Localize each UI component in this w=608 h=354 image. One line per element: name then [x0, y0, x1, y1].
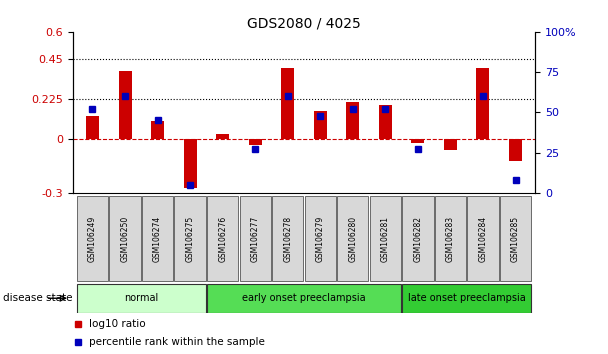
- FancyBboxPatch shape: [370, 196, 401, 281]
- Bar: [444, 139, 457, 150]
- Bar: [314, 110, 326, 139]
- FancyBboxPatch shape: [435, 196, 466, 281]
- Text: GSM106277: GSM106277: [250, 215, 260, 262]
- Text: GSM106282: GSM106282: [413, 216, 423, 262]
- Text: GSM106274: GSM106274: [153, 215, 162, 262]
- Title: GDS2080 / 4025: GDS2080 / 4025: [247, 17, 361, 31]
- Text: GSM106275: GSM106275: [185, 215, 195, 262]
- FancyBboxPatch shape: [468, 196, 499, 281]
- Bar: [184, 139, 196, 188]
- FancyBboxPatch shape: [174, 196, 206, 281]
- FancyBboxPatch shape: [77, 284, 206, 313]
- Text: late onset preeclampsia: late onset preeclampsia: [408, 293, 525, 303]
- Text: GSM106279: GSM106279: [316, 215, 325, 262]
- Bar: [216, 134, 229, 139]
- Bar: [477, 68, 489, 139]
- Text: GSM106283: GSM106283: [446, 216, 455, 262]
- FancyBboxPatch shape: [207, 196, 238, 281]
- Text: GSM106280: GSM106280: [348, 216, 358, 262]
- Text: GSM106278: GSM106278: [283, 216, 292, 262]
- Text: log10 ratio: log10 ratio: [89, 319, 146, 329]
- Text: GSM106285: GSM106285: [511, 216, 520, 262]
- Bar: [412, 139, 424, 143]
- Text: GSM106250: GSM106250: [120, 215, 130, 262]
- FancyBboxPatch shape: [240, 196, 271, 281]
- Text: disease state: disease state: [3, 293, 72, 303]
- FancyBboxPatch shape: [109, 196, 140, 281]
- Text: GSM106249: GSM106249: [88, 215, 97, 262]
- Text: early onset preeclampsia: early onset preeclampsia: [242, 293, 366, 303]
- Bar: [282, 68, 294, 139]
- Bar: [249, 139, 261, 144]
- Bar: [119, 71, 131, 139]
- Bar: [151, 121, 164, 139]
- Text: normal: normal: [124, 293, 159, 303]
- FancyBboxPatch shape: [402, 196, 434, 281]
- Bar: [509, 139, 522, 161]
- FancyBboxPatch shape: [207, 284, 401, 313]
- FancyBboxPatch shape: [77, 196, 108, 281]
- FancyBboxPatch shape: [337, 196, 368, 281]
- FancyBboxPatch shape: [305, 196, 336, 281]
- Text: GSM106284: GSM106284: [478, 216, 488, 262]
- Bar: [86, 116, 99, 139]
- FancyBboxPatch shape: [272, 196, 303, 281]
- FancyBboxPatch shape: [402, 284, 531, 313]
- FancyBboxPatch shape: [500, 196, 531, 281]
- FancyBboxPatch shape: [142, 196, 173, 281]
- Bar: [347, 102, 359, 139]
- Text: percentile rank within the sample: percentile rank within the sample: [89, 337, 265, 347]
- Text: GSM106281: GSM106281: [381, 216, 390, 262]
- Text: GSM106276: GSM106276: [218, 215, 227, 262]
- Bar: [379, 105, 392, 139]
